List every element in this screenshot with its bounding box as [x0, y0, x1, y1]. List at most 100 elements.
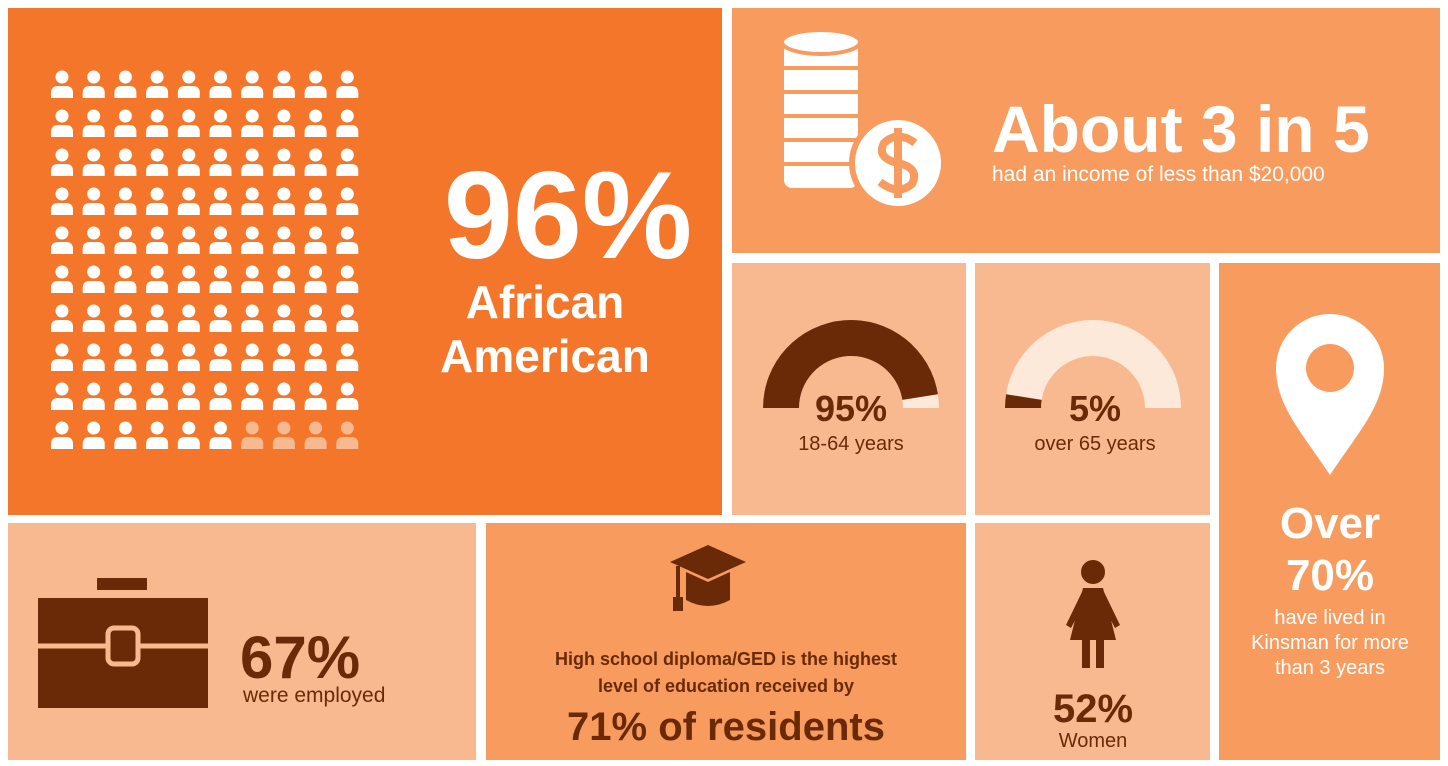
person-head	[150, 421, 164, 435]
person-body	[114, 437, 137, 449]
person-body	[336, 125, 359, 137]
person-body	[146, 86, 169, 98]
residence-caption: Kinsman for more	[1251, 632, 1409, 654]
person-head	[87, 148, 101, 162]
person-body	[304, 164, 327, 176]
person-head	[214, 187, 227, 201]
person-head	[182, 421, 196, 435]
person-head	[55, 187, 69, 201]
person-body	[241, 398, 264, 410]
person-body	[304, 203, 327, 215]
people-filled	[51, 70, 359, 449]
person-head	[150, 343, 164, 357]
person-body	[304, 86, 327, 98]
person-body	[82, 320, 105, 332]
person-body	[82, 398, 105, 410]
person-body	[51, 437, 73, 449]
person-body	[304, 359, 327, 371]
person-body	[336, 359, 359, 371]
person-body	[304, 125, 327, 137]
person-head	[55, 265, 69, 279]
woman-icon	[1066, 560, 1120, 668]
person-head	[118, 265, 132, 279]
women-value: 52%	[1053, 687, 1133, 731]
person-head	[150, 265, 164, 279]
person-head	[340, 187, 354, 201]
person-body	[82, 281, 105, 293]
person-body	[209, 320, 232, 332]
person-head	[150, 148, 164, 162]
person-head	[309, 148, 323, 162]
people-value: 96%	[444, 147, 692, 285]
person-head	[118, 148, 132, 162]
person-head	[245, 382, 259, 396]
person-head	[55, 148, 69, 162]
people-rest	[241, 421, 359, 449]
person-body	[51, 320, 73, 332]
person-head	[150, 304, 164, 318]
person-head	[55, 304, 69, 318]
person-head	[340, 148, 354, 162]
person-head	[118, 343, 132, 357]
person-head	[182, 148, 196, 162]
person-head	[309, 265, 323, 279]
person-body	[146, 437, 169, 449]
person-body	[82, 86, 105, 98]
person-head	[214, 343, 227, 357]
person-body	[336, 242, 359, 254]
person-body	[177, 125, 200, 137]
gauge-arc	[763, 320, 938, 408]
person-head	[277, 382, 291, 396]
person-body	[177, 437, 200, 449]
person-head	[150, 109, 164, 123]
person-body	[82, 125, 105, 137]
person-body	[272, 164, 295, 176]
pin-hole	[1306, 344, 1354, 392]
person-head	[245, 265, 259, 279]
person-head	[340, 421, 354, 435]
person-body	[146, 125, 169, 137]
person-body	[336, 437, 359, 449]
person-body	[82, 359, 105, 371]
person-body	[82, 164, 105, 176]
gauge-track	[1005, 320, 1181, 408]
person-body	[82, 437, 105, 449]
person-head	[277, 187, 291, 201]
person-head	[277, 265, 291, 279]
person-body	[146, 398, 169, 410]
person-head	[309, 421, 323, 435]
person-head	[214, 421, 227, 435]
residence-caption: than 3 years	[1275, 657, 1385, 679]
person-head	[118, 382, 132, 396]
person-head	[214, 109, 227, 123]
person-head	[182, 265, 196, 279]
person-body	[209, 164, 232, 176]
person-body	[209, 437, 232, 449]
person-head	[182, 343, 196, 357]
person-head	[87, 382, 101, 396]
person-head	[87, 226, 101, 240]
women-caption: Women	[1059, 730, 1128, 752]
person-head	[150, 70, 164, 84]
person-head	[309, 343, 323, 357]
income-headline: About 3 in 5	[992, 92, 1370, 166]
person-body	[272, 398, 295, 410]
caption: African	[466, 276, 624, 328]
person-body	[51, 281, 73, 293]
person-head	[277, 70, 291, 84]
person-head	[118, 226, 132, 240]
gauge-value: 95%	[815, 388, 887, 429]
person-body	[336, 320, 359, 332]
person-head	[277, 109, 291, 123]
gauges	[763, 320, 1181, 408]
residence-headline: Over	[1280, 499, 1380, 548]
person-body	[114, 164, 137, 176]
person-head	[118, 421, 132, 435]
education-caption: High school diploma/GED is the highest	[555, 649, 897, 669]
person-head	[182, 187, 196, 201]
person-body	[114, 242, 137, 254]
person-body	[272, 242, 295, 254]
person-head	[55, 343, 69, 357]
